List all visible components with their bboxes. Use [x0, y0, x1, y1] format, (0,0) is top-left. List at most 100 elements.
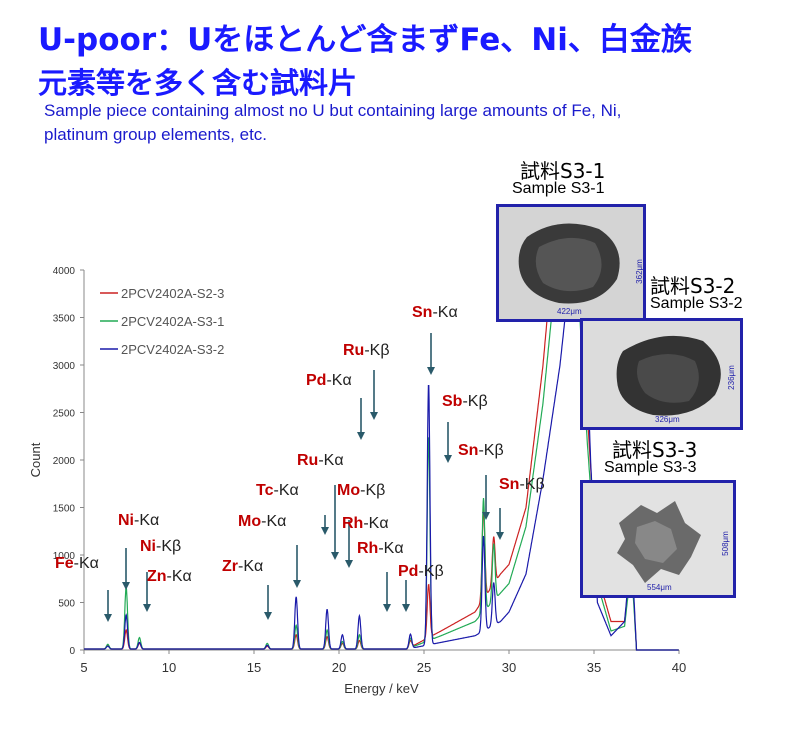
page-subtitle-line1: Sample piece containing almost no U but … — [44, 101, 622, 120]
y-axis-label: Count — [28, 442, 43, 477]
annotation-arrow-head — [264, 612, 272, 620]
annotation-label: Rh-Kα — [342, 515, 389, 533]
annotation-line: -Kβ — [360, 482, 386, 499]
annotation-element: Tc — [256, 482, 274, 499]
x-axis-label: Energy / keV — [344, 681, 419, 696]
annotation-arrow-head — [293, 580, 301, 588]
sample2-image — [583, 321, 740, 427]
annotation-element: Ru — [297, 452, 319, 469]
annotation-arrow-head — [427, 367, 435, 375]
annotation-label: Mo-Kβ — [337, 482, 385, 500]
annotation-element: Mo — [238, 513, 262, 530]
annotation-arrow-head — [383, 604, 391, 612]
y-tick-label: 2500 — [53, 409, 76, 420]
page-title-line1: U-poor：Uをほとんど含まずFe、Ni、白金族 — [38, 22, 692, 58]
annotation-element: Ru — [343, 342, 365, 359]
annotation-line: -Kα — [134, 512, 160, 529]
y-tick-label: 4000 — [53, 266, 76, 277]
x-tick-label: 5 — [80, 660, 87, 675]
annotation-arrow-head — [104, 614, 112, 622]
annotation-element: Sb — [442, 393, 463, 410]
annotation-line: -Kβ — [519, 476, 545, 493]
annotation-element: Sn — [499, 476, 520, 493]
sample1-image — [499, 207, 643, 319]
legend-entry-1: 2PCV2402A-S3-1 — [121, 314, 224, 329]
annotation-arrow-head — [143, 604, 151, 612]
annotation-line: -Kα — [238, 558, 264, 575]
annotation-line: -Kβ — [418, 563, 444, 580]
sample2-scale-h: 236μm — [726, 365, 736, 390]
annotation-line: -Kβ — [364, 342, 390, 359]
sample2-label-jp: 試料S3-2 — [650, 274, 736, 298]
annotation-arrow-head — [402, 604, 410, 612]
x-tick-label: 30 — [502, 660, 516, 675]
annotation-element: Rh — [357, 540, 379, 557]
sample2-label-en: Sample S3-2 — [650, 295, 743, 312]
annotation-arrow-head — [331, 552, 339, 560]
annotation-element: Ni — [140, 538, 156, 555]
annotation-label: Sb-Kβ — [442, 393, 488, 411]
annotation-line: -Kβ — [478, 442, 504, 459]
annotation-arrow-head — [321, 527, 329, 535]
sample1-photo: 422μm 362μm — [496, 204, 646, 322]
x-tick-label: 20 — [332, 660, 346, 675]
sample1-label-en: Sample S3-1 — [512, 180, 605, 197]
annotation-line: -Kα — [166, 568, 192, 585]
sample3-label-jp: 試料S3-3 — [612, 438, 698, 462]
sample3-image — [583, 483, 733, 595]
x-tick-label: 25 — [417, 660, 431, 675]
annotation-label: Sn-Kα — [412, 304, 458, 322]
annotation-label: Fe-Kα — [55, 555, 99, 573]
annotation-arrow-head — [496, 532, 504, 540]
sample3-scale-h: 508μm — [720, 531, 730, 556]
x-tick-label: 10 — [162, 660, 176, 675]
annotation-arrow-head — [444, 455, 452, 463]
annotation-arrow-head — [345, 560, 353, 568]
annotation-label: Pd-Kα — [306, 372, 352, 390]
annotation-element: Fe — [55, 555, 74, 572]
y-tick-label: 2000 — [53, 456, 76, 467]
annotation-element: Sn — [412, 304, 433, 321]
y-tick-label: 3000 — [53, 361, 76, 372]
annotation-element: Sn — [458, 442, 479, 459]
chart-axes: 0 500 1000 1500 2000 2500 3000 3500 4000 5 10 15 20 2… — [28, 266, 686, 696]
annotation-element: Zr — [222, 558, 238, 575]
annotation-element: Zn — [147, 568, 167, 585]
annotation-label: Ru-Kα — [297, 452, 344, 470]
annotation-label: Rh-Kα — [357, 540, 404, 558]
annotation-line: -Kα — [432, 304, 458, 321]
annotation-label: Ni-Kα — [118, 512, 159, 530]
annotation-line: -Kα — [273, 482, 299, 499]
annotation-line: -Kα — [363, 515, 389, 532]
annotation-element: Mo — [337, 482, 361, 499]
sample3-label-en: Sample S3-3 — [604, 459, 697, 476]
x-tick-label: 40 — [672, 660, 686, 675]
y-tick-label: 500 — [58, 599, 75, 610]
annotation-line: -Kβ — [156, 538, 182, 555]
annotation-arrow-head — [357, 432, 365, 440]
annotation-label: Tc-Kα — [256, 482, 299, 500]
annotation-arrow-head — [122, 582, 130, 590]
y-tick-label: 1500 — [53, 504, 76, 515]
annotation-label: Pd-Kβ — [398, 563, 444, 581]
legend-entry-0: 2PCV2402A-S2-3 — [121, 286, 224, 301]
annotation-label: Ru-Kβ — [343, 342, 390, 360]
annotation-label: Mo-Kα — [238, 513, 286, 531]
sample3-photo: 554μm 508μm — [580, 480, 736, 598]
annotation-line: -Kα — [261, 513, 287, 530]
annotation-label: Ni-Kβ — [140, 538, 181, 556]
annotation-arrow-head — [482, 512, 490, 520]
y-tick-label: 1000 — [53, 551, 76, 562]
sample3-scale-w: 554μm — [647, 583, 672, 592]
annotation-line: -Kα — [378, 540, 404, 557]
sample1-label-jp: 試料S3-1 — [520, 159, 606, 183]
legend-entry-2: 2PCV2402A-S3-2 — [121, 342, 224, 357]
annotation-element: Pd — [398, 563, 419, 580]
sample1-scale-h: 362μm — [634, 259, 644, 284]
annotation-line: -Kα — [326, 372, 352, 389]
annotation-arrow-head — [370, 412, 378, 420]
x-tick-label: 35 — [587, 660, 601, 675]
page-subtitle-line2: platinum group elements, etc. — [44, 125, 268, 144]
annotation-label: Sn-Kβ — [499, 476, 545, 494]
page-title-line2: 元素等を多く含む試料片 — [38, 66, 358, 100]
